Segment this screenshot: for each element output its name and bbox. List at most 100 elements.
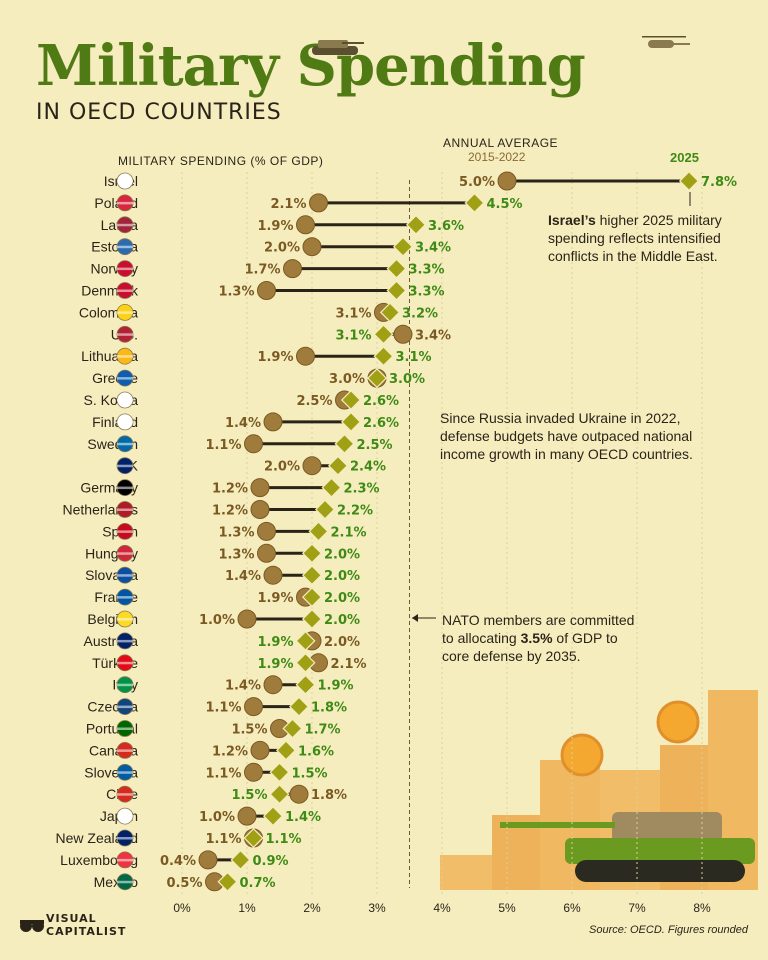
avg-dot [257, 521, 276, 541]
x-tick-label: 0% [173, 901, 191, 915]
flag-stripe [117, 333, 133, 336]
diamond-2025 [295, 630, 316, 651]
value-2025-label: 1.9% [318, 679, 354, 694]
flag-stripe [117, 464, 133, 468]
diamond-2025 [366, 368, 388, 389]
flag-stripe [117, 311, 133, 314]
avg-dot [244, 434, 263, 454]
flag-stripe [117, 574, 133, 577]
avg-value-label: 3.0% [329, 372, 365, 387]
israel-note-bold: Israel’s [548, 212, 596, 228]
flag-stripe [117, 180, 133, 183]
flag-stripe [117, 223, 133, 227]
value-2025-label: 0.7% [240, 876, 276, 891]
value-2025-label: 3.4% [415, 241, 451, 256]
flag-stripe [117, 596, 133, 599]
diamond-2025 [386, 280, 407, 301]
diamond-2025 [301, 587, 323, 608]
avg-dot [250, 478, 270, 498]
diamond-2025 [340, 389, 362, 411]
avg-value-label: 1.9% [257, 219, 293, 234]
diamond-2025 [288, 696, 310, 717]
country-row: Chile1.8%1.5% [106, 784, 347, 805]
flag-stripe [117, 245, 133, 249]
diamond-2025 [262, 806, 284, 827]
flag-stripe [117, 793, 133, 796]
value-2025-label: 7.8% [701, 175, 737, 190]
diamond-2025 [230, 849, 251, 870]
value-2025-label: 3.3% [409, 285, 445, 300]
avg-dot [257, 543, 276, 563]
value-2025-label: 2.1% [331, 525, 367, 540]
avg-value-label: 1.2% [212, 482, 248, 497]
flag-stripe [117, 749, 133, 752]
value-2025-label: 2.0% [324, 569, 360, 584]
country-row: New Zealand 1.1% 1.1% [56, 827, 302, 849]
israel-note-line1: higher 2025 military [595, 212, 722, 228]
avg-value-label: 2.1% [270, 197, 306, 212]
brand-line1: VISUAL [46, 912, 97, 925]
avg-dot [263, 675, 283, 695]
brand-line2: CAPITALIST [46, 925, 127, 938]
coin-stacks-illustration [440, 690, 758, 890]
x-tick-label: 4% [433, 901, 451, 915]
flag-stripe [117, 880, 133, 884]
country-row: Lithuania 1.9% 3.1% [81, 346, 432, 367]
avg-value-label: 1.1% [205, 701, 241, 716]
diamond-2025 [392, 236, 414, 257]
country-row: Latvia1.9%3.6% [101, 214, 464, 235]
country-row: Norway 1.7% 3.3% [91, 258, 445, 279]
avg-value-label: 1.7% [244, 263, 280, 278]
country-row: Estonia 2.0% 3.4% [91, 236, 451, 257]
country-row: Luxembourg 0.4% 0.9% [60, 849, 289, 870]
avg-dot [296, 215, 315, 235]
avg-dot [198, 850, 218, 870]
avg-dot [250, 500, 270, 519]
flag-stripe [117, 727, 133, 730]
diamond-2025 [340, 411, 362, 432]
avg-dot [283, 259, 302, 279]
avg-value-label: 1.8% [311, 788, 347, 803]
diamond-2025 [275, 740, 297, 761]
legend-avg-range: 2015-2022 [468, 150, 526, 164]
legend-annual-average: ANNUAL AVERAGE [443, 136, 559, 150]
avg-value-label: 1.3% [218, 525, 254, 540]
avg-value-label: 1.1% [205, 438, 241, 453]
legend-2025: 2025 [670, 150, 699, 165]
diamond-2025 [373, 324, 394, 345]
country-row: Japan1.0%1.4% [100, 806, 321, 827]
value-2025-label: 1.9% [257, 657, 293, 672]
value-2025-label: 4.5% [487, 197, 523, 212]
flag-stripe [117, 355, 133, 358]
country-row: U.S.3.4%3.1% [111, 324, 451, 345]
value-2025-label: 2.3% [344, 482, 380, 497]
diamond-2025 [295, 674, 316, 695]
helicopter-icon [642, 36, 690, 48]
russia-note-line1: Since Russia invaded Ukraine in 2022, [440, 410, 681, 426]
nato-note-line2-post: of GDP to [552, 630, 618, 646]
flag-stripe [117, 201, 133, 205]
flag-stripe [117, 705, 133, 709]
flag-stripe [117, 442, 133, 446]
country-row: Türkiye 2.1%1.9% [92, 652, 367, 673]
country-row: Slovenia 1.1% 1.5% [84, 762, 328, 783]
diamond-2025 [269, 762, 290, 783]
avg-dot [244, 697, 263, 717]
x-tick-label: 1% [238, 901, 256, 915]
diamond-2025 [282, 718, 303, 739]
flag-stripe [117, 530, 133, 533]
avg-value-label: 1.2% [212, 504, 248, 519]
avg-value-label: 1.2% [212, 744, 248, 759]
diamond-2025 [314, 499, 336, 520]
axis-title: MILITARY SPENDING (% OF GDP) [118, 154, 324, 168]
avg-dot [263, 412, 283, 432]
value-2025-label: 3.1% [335, 328, 371, 343]
flag-stripe [117, 399, 133, 402]
tank-illustration [500, 812, 755, 882]
value-2025-label: 1.6% [298, 744, 334, 759]
value-2025-label: 1.8% [311, 701, 347, 716]
x-tick-label: 2% [303, 901, 321, 915]
diamond-2025 [405, 214, 427, 235]
avg-value-label: 2.0% [264, 241, 300, 256]
value-2025-label: 0.9% [253, 854, 289, 869]
